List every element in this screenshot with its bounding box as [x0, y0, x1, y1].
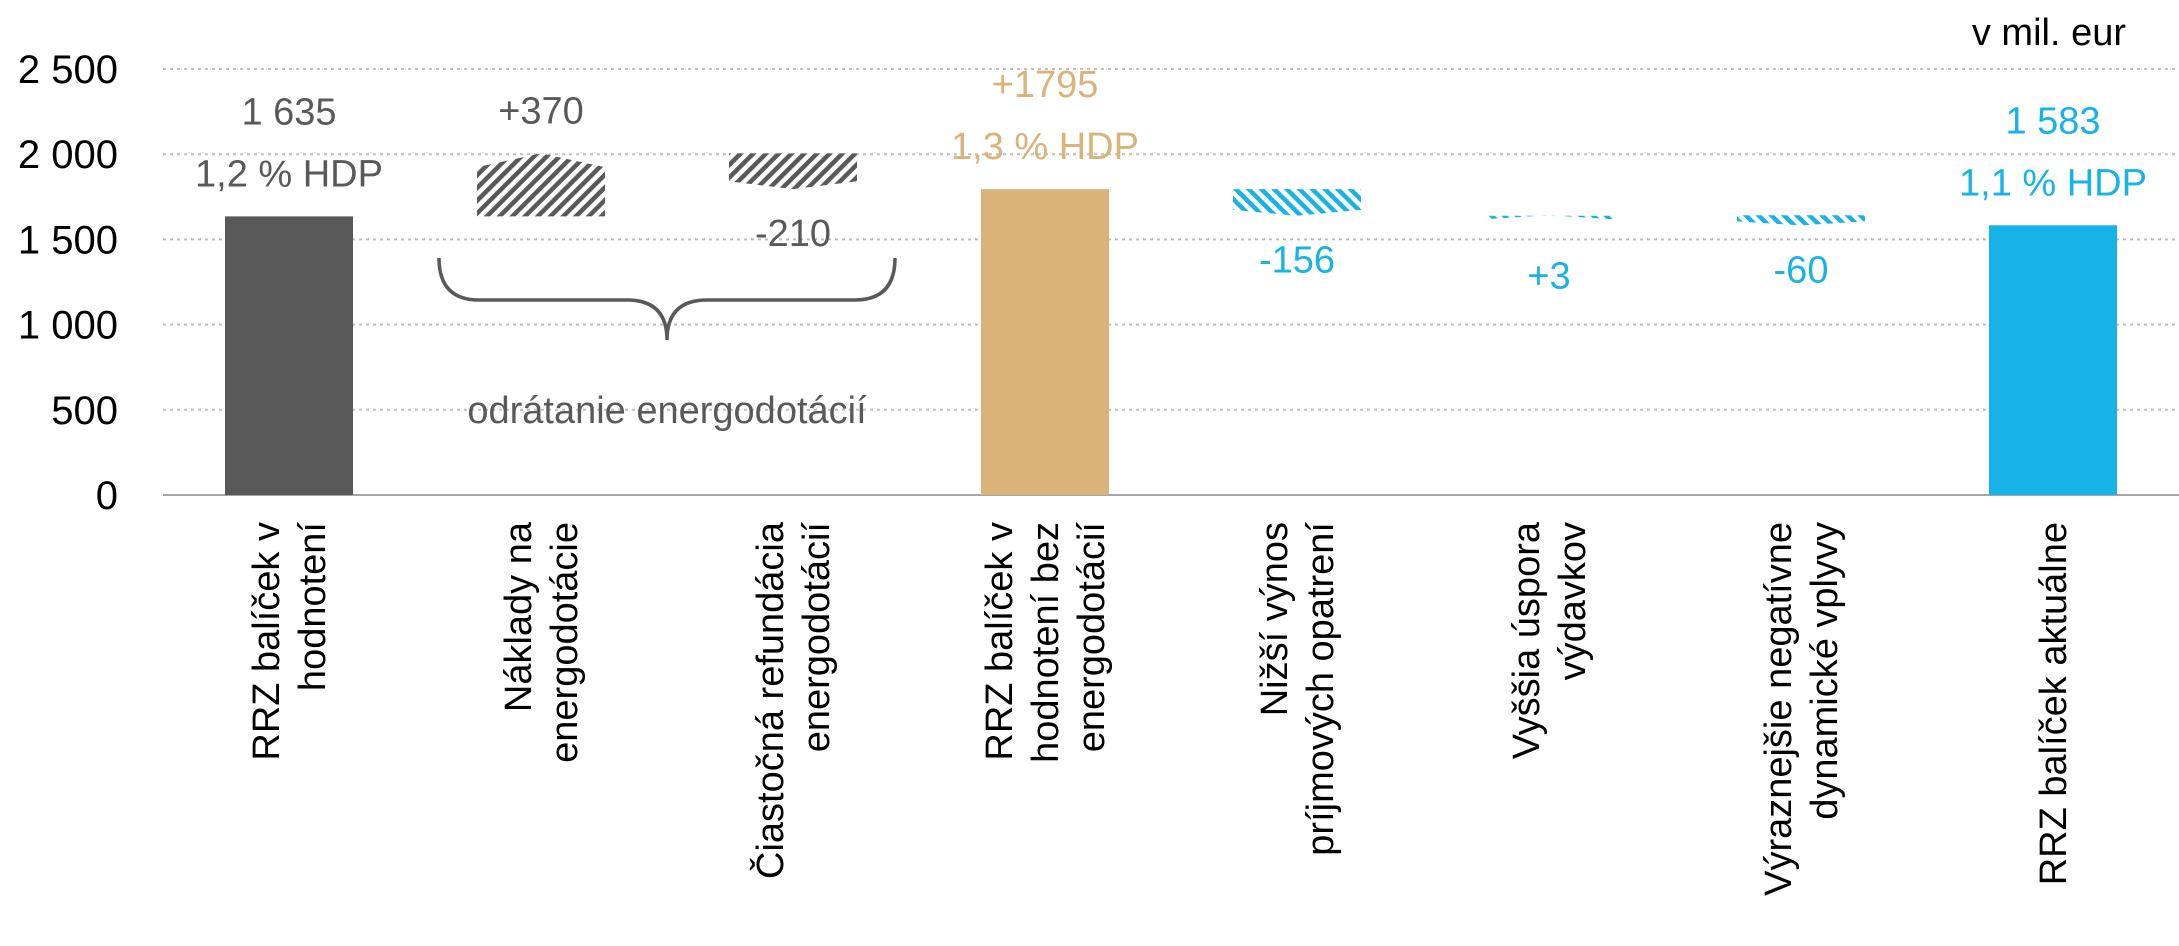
category-label: Náklady na — [498, 521, 540, 712]
annotations: odrátanie energodotácií — [437, 257, 897, 432]
data-label: +370 — [498, 90, 584, 132]
bar-total — [981, 189, 1109, 495]
x-axis-categories: RRZ balíček v hodnotení Náklady na energodo… — [246, 521, 2075, 896]
brace-annotation — [437, 257, 897, 341]
category-label: RRZ balíček v — [979, 522, 1021, 761]
data-label: +1795 — [992, 64, 1099, 106]
category-label: hodnotení bez — [1025, 522, 1067, 763]
data-sublabel: 1,1 % HDP — [1959, 162, 2147, 204]
bar-total — [225, 216, 353, 495]
y-tick-label: 2 500 — [18, 48, 118, 92]
category-label: Nižší výnos — [1254, 522, 1296, 716]
bar-delta — [1485, 215, 1613, 220]
annotation-text: odrátanie energodotácií — [467, 390, 867, 432]
category-label: RRZ balíček v — [246, 522, 288, 761]
data-label: 1 583 — [2005, 100, 2100, 142]
bar-delta — [1737, 215, 1865, 226]
y-tick-label: 1 000 — [18, 304, 118, 348]
gridlines — [163, 68, 2179, 411]
data-label: 1 635 — [241, 91, 336, 133]
data-label: -156 — [1259, 240, 1335, 282]
y-tick-label: 0 — [96, 474, 118, 518]
category-label: RRZ balíček aktuálne — [2033, 522, 2075, 885]
category-label: dynamické vplyvy — [1804, 522, 1846, 820]
y-axis: 0 500 1 000 1 500 2 000 2 500 — [18, 48, 2179, 518]
bars — [225, 153, 2117, 495]
category-label: Čiastočná refundácia — [748, 521, 792, 879]
category-label: hodnotení — [292, 522, 334, 691]
category-label: príjmových opatrení — [1300, 522, 1342, 856]
data-label: -210 — [755, 213, 831, 255]
data-sublabel: 1,2 % HDP — [195, 153, 383, 195]
bar-delta — [1233, 189, 1361, 216]
data-label: -60 — [1774, 249, 1829, 291]
category-label: energodotácií — [1071, 522, 1113, 753]
category-label: Vyššia úspora — [1506, 521, 1548, 759]
y-tick-label: 1 500 — [18, 218, 118, 262]
data-sublabel: 1,3 % HDP — [951, 126, 1139, 168]
category-label: energodotácie — [544, 522, 586, 763]
bar-delta — [477, 153, 605, 217]
category-label: Výraznejšie negatívne — [1758, 522, 1800, 896]
y-tick-label: 2 000 — [18, 133, 118, 177]
bar-total — [1989, 225, 2117, 495]
data-labels: 1 635 1,2 % HDP +370 -210 +1795 1,3 % HDP -156… — [195, 64, 2147, 298]
y-tick-label: 500 — [51, 389, 118, 433]
data-label: +3 — [1527, 256, 1570, 298]
bar-delta — [729, 153, 857, 190]
unit-label: v mil. eur — [1972, 12, 2126, 54]
category-label: výdavkov — [1552, 522, 1594, 680]
category-label: energodotácií — [796, 522, 838, 753]
